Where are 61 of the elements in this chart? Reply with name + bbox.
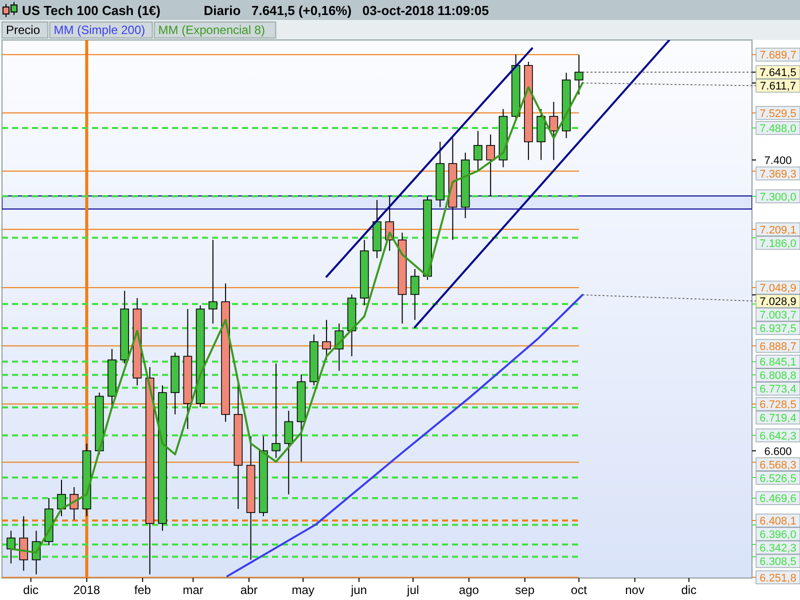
x-tick-label: feb (134, 583, 152, 597)
ref-line-label: 6.642,3 (760, 430, 796, 442)
candlestick (549, 101, 558, 160)
legend-title: Precio (6, 23, 40, 37)
candlestick (272, 363, 280, 459)
candlestick (208, 239, 218, 324)
ref-line-label: 7.048,9 (760, 282, 796, 295)
ref-line-label: 6.251,8 (760, 572, 796, 584)
x-tick-label: dic (23, 583, 39, 597)
candlestick (486, 134, 495, 197)
y-tick-label: 7.400 (764, 154, 792, 167)
annotation: 7.028,9 (760, 296, 796, 308)
ref-line-label: 6.808,8 (760, 370, 796, 382)
candlestick (19, 516, 28, 572)
ref-line-label: 7.369,3 (760, 168, 796, 180)
line-series (226, 294, 584, 578)
ref-line-label: 7.488,0 (760, 122, 796, 135)
ref-line-label: 7.186,0 (760, 238, 796, 250)
candlestick (57, 479, 66, 517)
ref-line-label: 7.209,1 (760, 224, 796, 236)
candlestick (410, 268, 420, 320)
ref-line-label: 6.526,5 (760, 472, 796, 485)
ref-line-label: 6.845,1 (760, 356, 796, 369)
candlestick (6, 530, 16, 564)
ref-line-label: 6.719,4 (760, 412, 796, 425)
ref-line-label: 6.396,0 (760, 529, 796, 542)
ref-line-label: 6.773,4 (760, 384, 796, 396)
x-tick-label: jul (406, 583, 420, 597)
x-tick-label: sep (515, 583, 535, 597)
ref-line-label: 6.888,7 (760, 340, 796, 353)
annotation: 7.611,7 (760, 80, 796, 93)
text: MM (Simple 200) (54, 23, 146, 37)
chart-title: US Tech 100 Cash (1€) (22, 3, 160, 18)
ref-line-label: 7.003,7 (760, 310, 796, 322)
ref-line-label: 6.342,3 (760, 542, 796, 555)
chart-subtitle: Diario 7.641,5 (+0,16%) 03-oct-2018 11:09:05 (204, 3, 489, 18)
ref-line-label: 6.308,5 (760, 556, 796, 568)
x-tick-label: mar (182, 583, 204, 597)
ref-line-label: 6.408,1 (760, 516, 796, 528)
x-tick-label: ago (458, 583, 480, 597)
x-tick-label: jun (350, 583, 367, 597)
candlestick (322, 319, 331, 360)
x-tick-label: may (292, 583, 314, 597)
ref-line-label: 6.568,3 (760, 459, 796, 472)
x-tick-label: nov (625, 583, 644, 597)
x-tick-label: dic (681, 583, 697, 597)
x-tick-label: abr (240, 583, 258, 597)
ref-line-label: 7.689,7 (760, 50, 796, 62)
ref-line-label: 7.300,0 (760, 191, 796, 204)
x-tick-label: oct (570, 583, 588, 597)
ref-line-label: 6.728,5 (760, 399, 796, 412)
x-tick-label: 2018 (73, 583, 100, 597)
ref-line-label: 7.529,5 (760, 108, 796, 120)
candlestick (474, 130, 482, 172)
y-tick-label: 6.600 (764, 446, 792, 458)
ref-line-label: 6.469,6 (760, 493, 796, 506)
candlestick (574, 54, 584, 96)
text: MM (Exponencial 8) (158, 23, 266, 37)
annotation: 7.641,5 (760, 67, 796, 80)
ref-line-label: 6.937,5 (760, 323, 796, 336)
candlestick (284, 410, 294, 495)
